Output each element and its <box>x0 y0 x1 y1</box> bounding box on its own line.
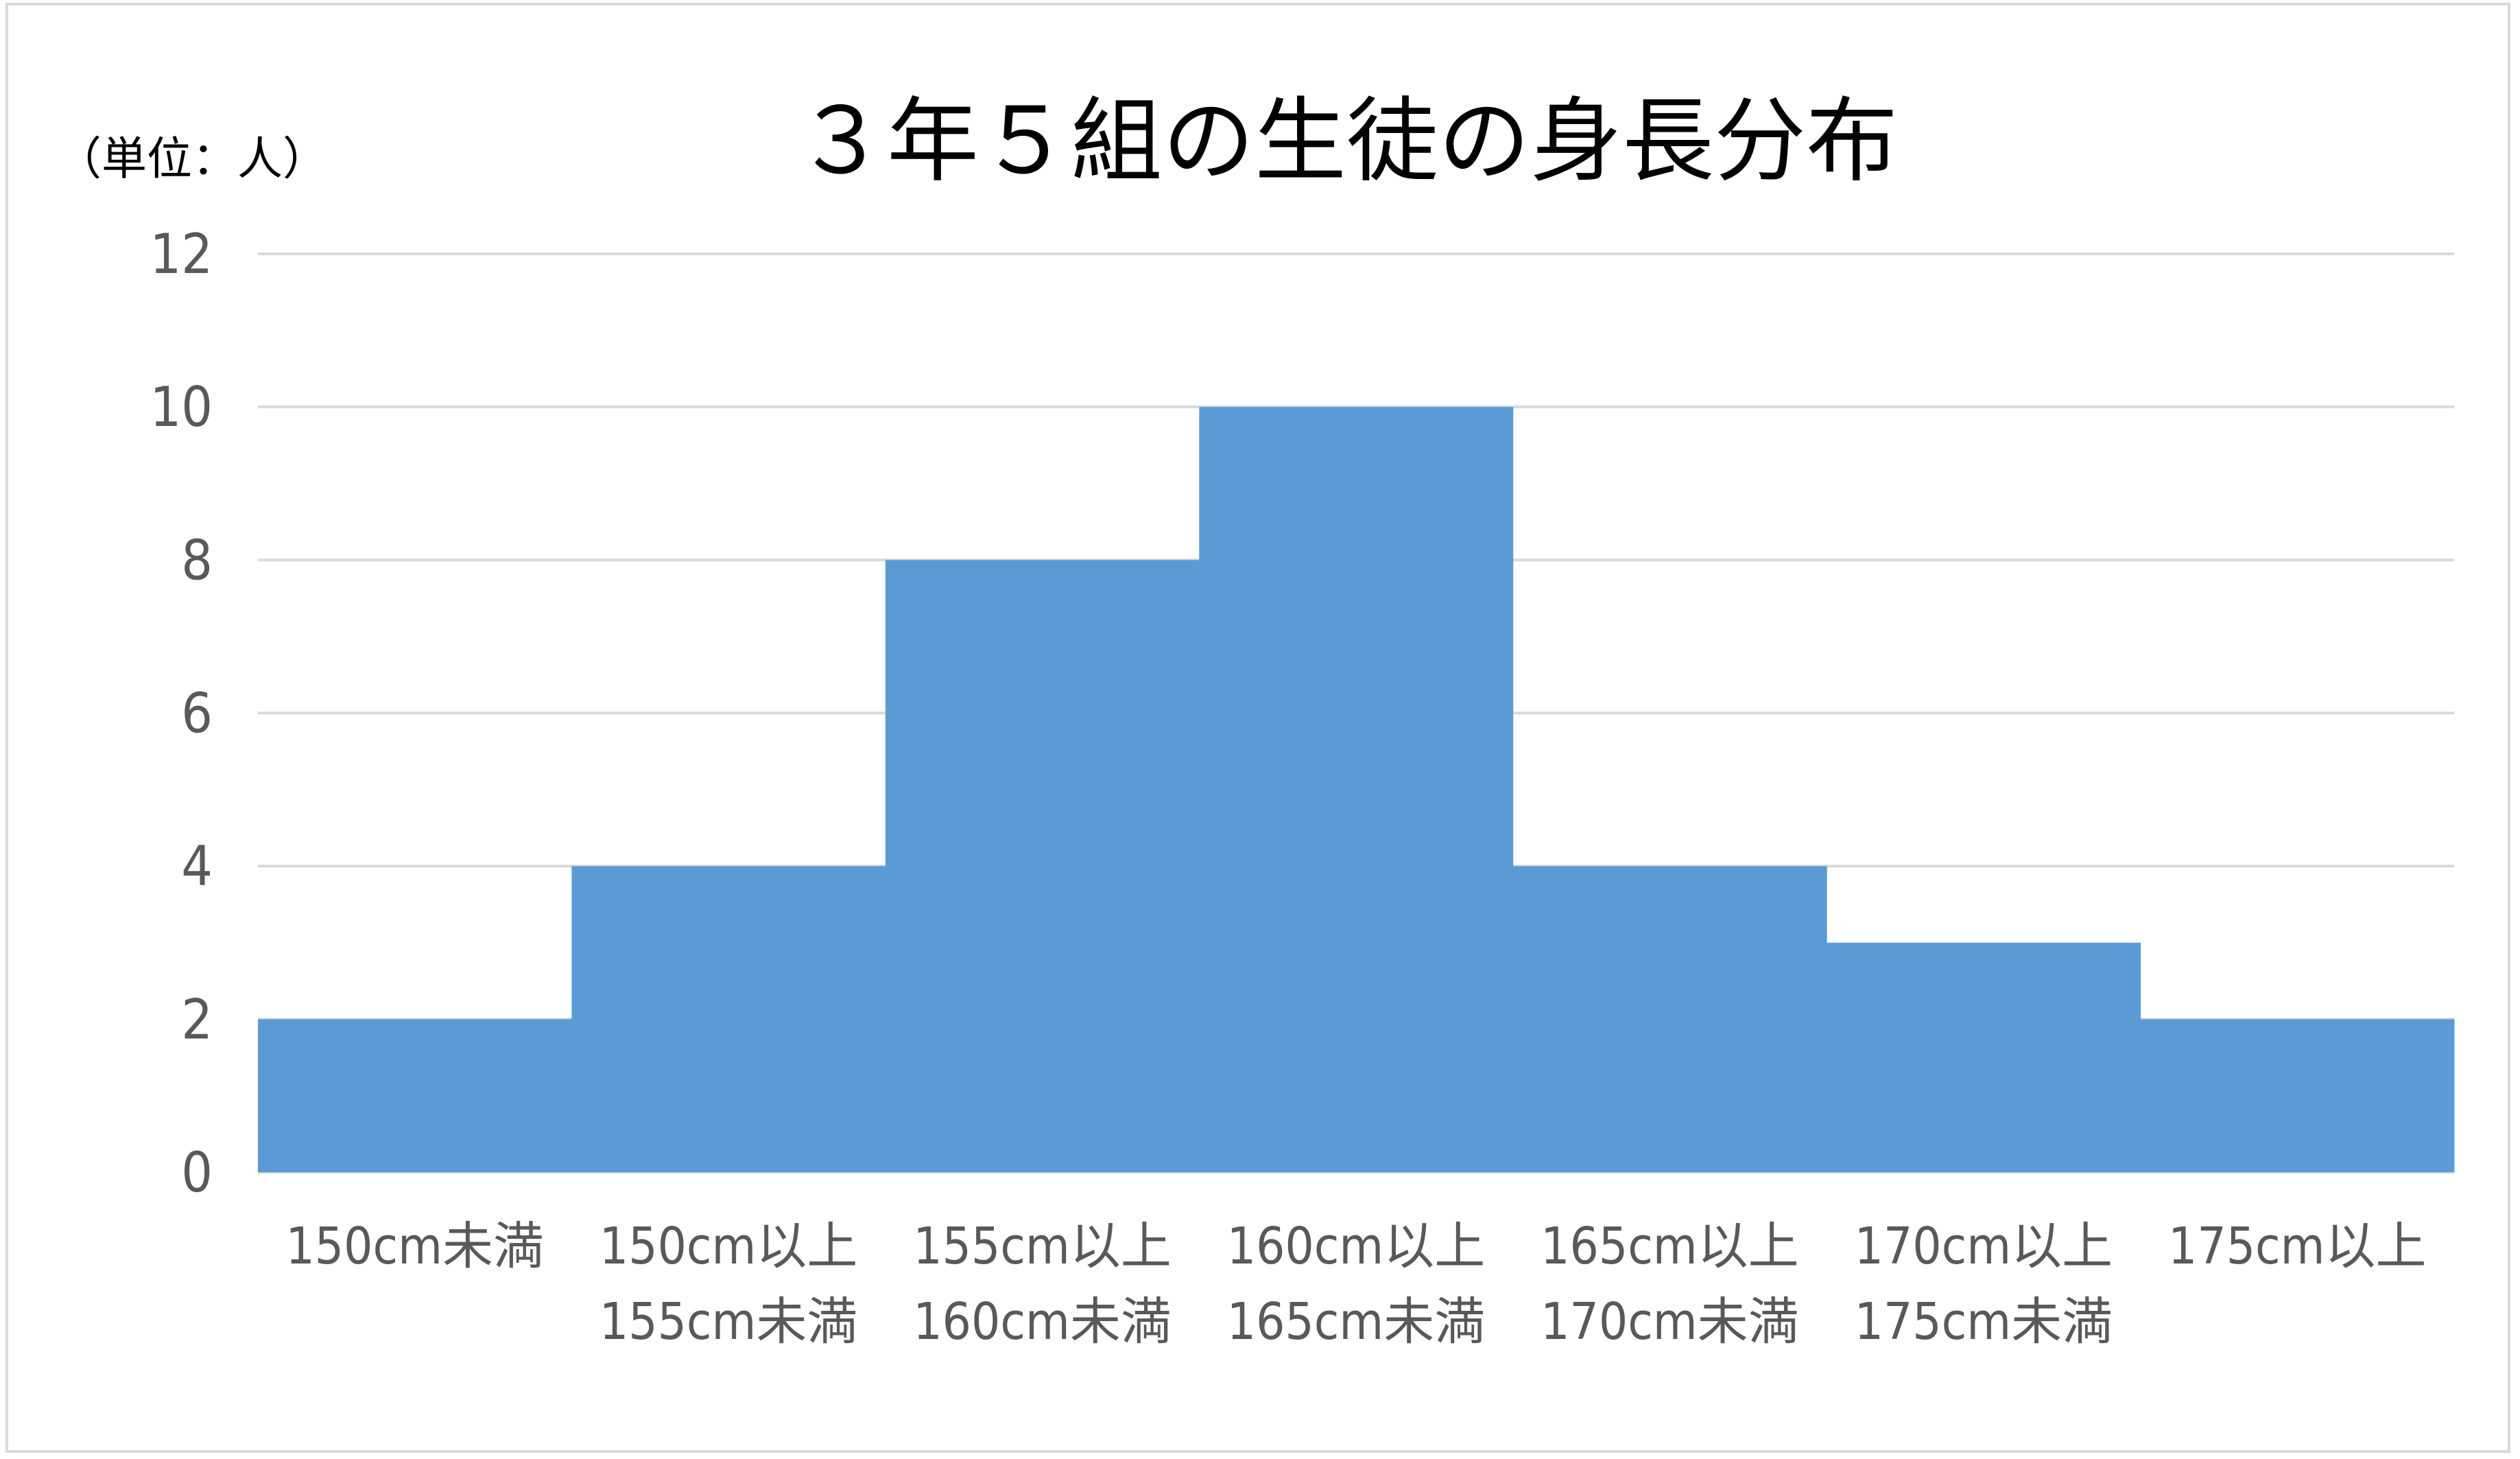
x-tick-label: 160cm未満 <box>913 1292 1172 1351</box>
y-tick-label: 0 <box>181 1141 213 1205</box>
histogram-bar <box>258 1019 572 1172</box>
x-tick-label: 170cm以上 <box>1855 1217 2113 1276</box>
x-tick-label: 155cm未満 <box>599 1292 858 1351</box>
x-tick-label: 155cm以上 <box>913 1217 1172 1276</box>
x-tick-label: 175cm未満 <box>1855 1292 2113 1351</box>
y-tick-label: 12 <box>150 222 213 286</box>
x-tick-label: 170cm未満 <box>1541 1292 1799 1351</box>
y-tick-label: 8 <box>181 528 213 592</box>
histogram-bar <box>1827 942 2141 1172</box>
chart-title: ３年５組の生徒の身長分布 <box>795 88 1898 195</box>
histogram-bar <box>2140 1019 2455 1172</box>
histogram-bar <box>885 560 1200 1172</box>
y-tick-label: 4 <box>181 835 213 899</box>
x-tick-label: 150cm以上 <box>599 1217 858 1276</box>
x-tick-label: 165cm未満 <box>1227 1292 1486 1351</box>
y-tick-label: 6 <box>181 682 213 746</box>
x-tick-label: 165cm以上 <box>1541 1217 1799 1276</box>
histogram-bar <box>571 866 886 1172</box>
y-axis-ticks: 0 2 4 6 8 10 12 <box>150 222 213 1205</box>
histogram-bar <box>1512 866 1827 1172</box>
y-tick-label: 2 <box>181 988 213 1052</box>
unit-label: （単位：人） <box>56 132 328 185</box>
histogram-bar <box>1199 407 1514 1172</box>
x-tick-label: 150cm未満 <box>285 1217 544 1276</box>
x-tick-label: 160cm以上 <box>1227 1217 1486 1276</box>
x-tick-label: 175cm以上 <box>2168 1217 2427 1276</box>
y-tick-label: 10 <box>150 375 213 439</box>
x-axis-ticks: 150cm未満 150cm以上 155cm未満 155cm以上 160cm未満 160cm… <box>285 1217 2426 1351</box>
bars <box>258 407 2455 1172</box>
